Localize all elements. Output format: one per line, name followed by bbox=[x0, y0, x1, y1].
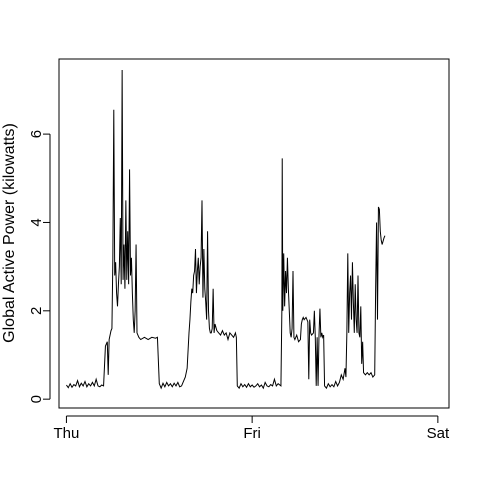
x-tick-label: Thu bbox=[53, 425, 79, 442]
y-axis: 0 2 4 6 bbox=[28, 130, 51, 403]
x-tick-label: Sat bbox=[427, 425, 450, 442]
y-tick-label: 6 bbox=[28, 130, 45, 138]
series-layer bbox=[66, 70, 386, 390]
y-axis-label: Global Active Power (kilowatts) bbox=[1, 123, 18, 343]
x-tick-label: Fri bbox=[243, 425, 261, 442]
y-tick-label: 4 bbox=[28, 218, 45, 226]
plot-frame bbox=[58, 58, 450, 409]
y-tick-label: 2 bbox=[28, 307, 45, 315]
series-line bbox=[66, 70, 386, 390]
y-tick-label: 0 bbox=[28, 395, 45, 403]
x-axis: Thu Fri Sat bbox=[53, 415, 450, 442]
